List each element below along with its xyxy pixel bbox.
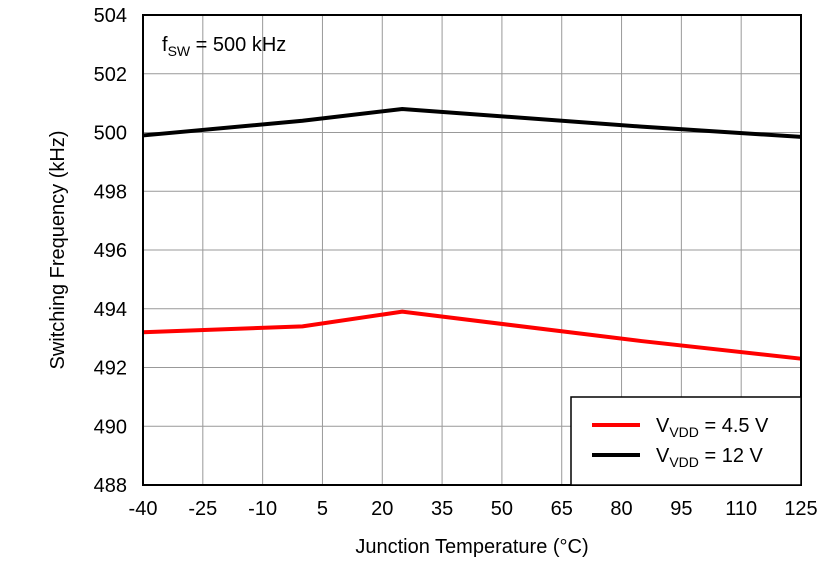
x-tick-label: 5: [317, 498, 328, 520]
x-tick-label: 50: [491, 498, 513, 520]
x-tick-label: 95: [670, 498, 692, 520]
legend-label: VVDD = 12 V: [656, 445, 764, 470]
annotation-fsw: fSW = 500 kHz: [162, 34, 286, 59]
x-tick-label: 20: [371, 498, 393, 520]
y-tick-label: 496: [94, 240, 127, 262]
x-tick-labels: -40 -25 -10 5 20 35 50 65 80 95 110 125: [129, 498, 818, 520]
x-tick-label: -25: [188, 498, 217, 520]
x-tick-label: 125: [784, 498, 817, 520]
series-line-0: [142, 309, 802, 361]
y-tick-label: 494: [94, 299, 127, 321]
x-tick-label: 110: [725, 498, 757, 520]
y-tick-label: 500: [94, 123, 127, 145]
legend-box: [570, 396, 802, 486]
x-tick-label: -10: [248, 498, 277, 520]
x-tick-label: 35: [431, 498, 453, 520]
plot-frame: [142, 14, 802, 486]
x-tick-label: 65: [551, 498, 573, 520]
series-line-1: [142, 106, 802, 139]
y-tick-label: 502: [94, 64, 127, 86]
y-tick-label: 498: [94, 181, 127, 203]
legend: VVDD = 4.5 V VVDD = 12 V: [570, 396, 802, 486]
x-axis-label: Junction Temperature (°C): [355, 536, 588, 558]
y-tick-label: 492: [94, 358, 127, 380]
x-tick-label: 80: [610, 498, 632, 520]
y-tick-label: 504: [94, 5, 127, 27]
y-axis-label: Switching Frequency (kHz): [47, 131, 69, 370]
y-tick-label: 488: [94, 475, 127, 497]
x-tick-label: -40: [129, 498, 158, 520]
series-lines: [142, 106, 802, 361]
y-tick-label: 490: [94, 416, 127, 438]
y-tick-labels: 488 490 492 494 496 498 500 502 504: [94, 5, 127, 497]
legend-label: VVDD = 4.5 V: [656, 415, 769, 440]
